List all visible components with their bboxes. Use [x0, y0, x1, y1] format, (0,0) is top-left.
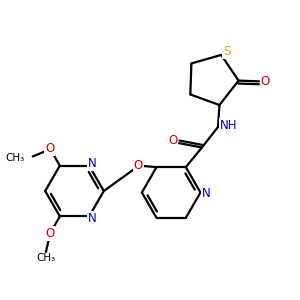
Text: CH₃: CH₃: [5, 153, 25, 163]
Text: N: N: [88, 157, 97, 170]
Text: NH: NH: [220, 119, 237, 132]
Text: O: O: [168, 134, 177, 147]
Text: N: N: [202, 188, 211, 200]
Text: O: O: [134, 159, 143, 172]
Text: CH₃: CH₃: [36, 254, 56, 263]
Text: O: O: [261, 75, 270, 88]
Text: O: O: [45, 227, 54, 240]
Text: O: O: [45, 142, 54, 155]
Text: N: N: [88, 212, 97, 225]
Text: S: S: [223, 45, 230, 58]
